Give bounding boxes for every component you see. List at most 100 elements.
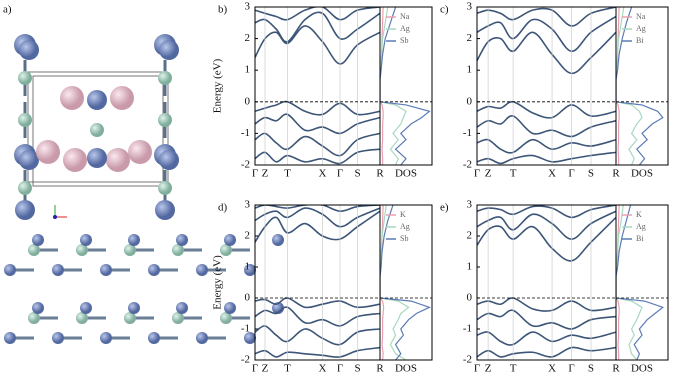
atom [124, 312, 136, 324]
x-tick-label: Z [262, 363, 269, 375]
atom [100, 264, 112, 276]
legend-label: K [400, 210, 406, 219]
legend-label: Sb [400, 36, 408, 45]
atom [19, 40, 39, 60]
atom [60, 86, 84, 110]
x-tick-label: S [588, 168, 594, 180]
frame [379, 6, 433, 166]
legend-label: Ag [636, 222, 646, 231]
band-line [255, 132, 380, 157]
y-tick-label: -2 [463, 159, 472, 171]
atom [32, 234, 44, 246]
y-tick-label: -1 [463, 127, 472, 139]
x-tick-label: R [376, 363, 384, 375]
band-line [477, 15, 616, 53]
panel-label: a) [3, 4, 12, 16]
x-tick-label: X [548, 363, 556, 375]
atom [244, 332, 256, 344]
band-line [477, 205, 616, 219]
atom [196, 332, 208, 344]
x-tick-label: Z [485, 168, 492, 180]
atom [124, 244, 136, 256]
atom [128, 140, 152, 164]
band-line [477, 297, 616, 312]
atom [148, 264, 160, 276]
legend-label: Bi [636, 234, 644, 243]
y-tick-label: 1 [245, 64, 251, 76]
y-tick-label: 0 [467, 292, 473, 304]
band-line [477, 210, 616, 240]
legend-label: Na [400, 12, 410, 21]
atom [76, 244, 88, 256]
atom [272, 234, 284, 246]
atom [90, 123, 104, 137]
y-tick-label: 3 [467, 199, 473, 211]
x-tick-label: S [354, 363, 360, 375]
band-line [255, 25, 380, 65]
x-tick-label: R [612, 168, 620, 180]
dos-line [380, 205, 431, 360]
atom [63, 148, 87, 172]
panel [255, 7, 380, 165]
x-tick-label: Γ [252, 168, 258, 180]
x-tick-label: Γ [474, 363, 480, 375]
x-tick-label: Z [485, 363, 492, 375]
atom [52, 332, 64, 344]
legend-label: Ag [400, 222, 410, 231]
y-tick-label: -1 [241, 127, 250, 139]
atom [18, 113, 32, 127]
dos-line [380, 7, 431, 165]
band-line [477, 309, 616, 330]
panel [616, 7, 664, 165]
y-tick-label: 2 [245, 230, 251, 242]
atom [4, 264, 16, 276]
dos-line [380, 7, 407, 165]
atom [52, 264, 64, 276]
dos-line [380, 205, 410, 360]
band-line [477, 216, 616, 262]
atom [128, 234, 140, 246]
frame [476, 204, 617, 361]
y-tick-label: -2 [241, 354, 250, 366]
band-line [255, 148, 380, 165]
panel [380, 205, 431, 360]
axis-triad [53, 205, 67, 219]
atom [4, 332, 16, 344]
band-line [255, 210, 380, 243]
band-line [477, 138, 616, 154]
dos-line [616, 7, 664, 165]
y-tick-label: 2 [245, 32, 251, 44]
atom [172, 312, 184, 324]
x-tick-label: T [284, 363, 291, 375]
x-axis-label: DOS [631, 363, 653, 375]
y-tick-label: 1 [245, 261, 251, 273]
atom [80, 234, 92, 246]
panel-label: b) [218, 4, 228, 16]
band-line [477, 346, 616, 358]
x-tick-label: S [354, 168, 360, 180]
band-line [477, 31, 616, 75]
x-tick-label: T [284, 168, 291, 180]
x-tick-label: Z [262, 168, 269, 180]
x-axis-label: DOS [631, 168, 653, 180]
y-axis-label: Energy (eV) [212, 255, 224, 310]
atom [80, 302, 92, 314]
frame [615, 6, 669, 166]
atom [220, 244, 232, 256]
band-line [255, 306, 380, 327]
band-line [255, 11, 380, 43]
y-tick-label: -1 [463, 323, 472, 335]
band-line [255, 325, 380, 346]
legend-label: K [636, 210, 642, 219]
x-tick-label: X [319, 363, 327, 375]
atom [158, 71, 172, 85]
band-line [255, 7, 380, 21]
atom [196, 264, 208, 276]
atom [76, 312, 88, 324]
band-line [477, 331, 616, 346]
dos-line [616, 7, 643, 165]
x-tick-label: Γ [252, 363, 258, 375]
atom [158, 181, 172, 195]
atom [19, 150, 39, 170]
